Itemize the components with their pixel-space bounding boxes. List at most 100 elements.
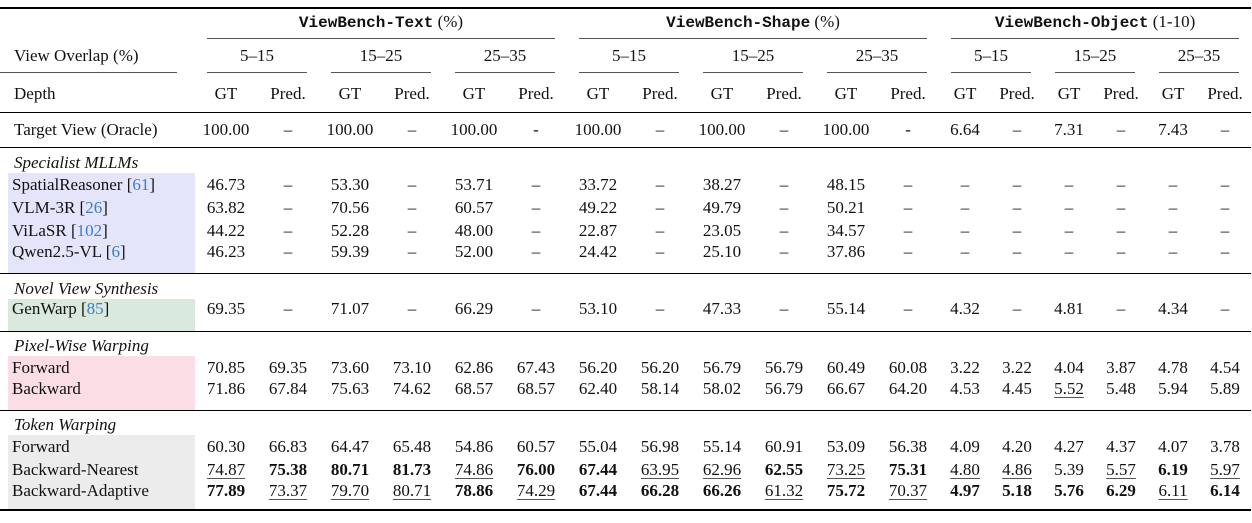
- overlap-range: 25–35: [443, 42, 567, 76]
- value-cell: 5.52: [1043, 379, 1095, 410]
- value: 66.67: [826, 379, 866, 398]
- value: 66.26: [702, 481, 742, 500]
- value: 53.71: [454, 174, 494, 194]
- group-header: ViewBench-Text (%): [195, 8, 567, 42]
- value: 23.05: [702, 220, 742, 240]
- value: 6.11: [1158, 481, 1188, 500]
- method-name: Forward: [12, 436, 70, 456]
- value-cell: –: [1199, 173, 1251, 196]
- value-cell: 4.97: [939, 481, 991, 510]
- value-cell: 75.38: [257, 458, 319, 481]
- value: –: [903, 242, 913, 261]
- value-cell: 80.71: [319, 458, 381, 481]
- value-cell: 4.81: [1043, 299, 1095, 331]
- value-cell: 4.37: [1095, 435, 1147, 458]
- overlap-range-label: 15–25: [331, 46, 431, 73]
- value-cell: –: [753, 219, 815, 242]
- value: 58.14: [640, 379, 680, 398]
- value: 34.57: [826, 220, 866, 240]
- value-cell: 67.43: [505, 356, 567, 379]
- value: 5.76: [1054, 481, 1084, 500]
- value: 4.37: [1106, 436, 1136, 456]
- section-title-row: Novel View Synthesis: [0, 273, 1252, 299]
- depth-type: Pred.: [394, 83, 430, 103]
- value: 60.91: [764, 436, 804, 456]
- benchmark-unit: (%): [437, 12, 464, 31]
- corner-cell: [0, 8, 195, 42]
- method-name: SpatialReasoner: [12, 174, 123, 194]
- value: 5.97: [1210, 459, 1240, 479]
- method-name: GenWarp: [12, 299, 77, 318]
- depth-type: Pred.: [999, 83, 1035, 103]
- value: 5.94: [1158, 379, 1188, 398]
- value: 75.72: [826, 481, 866, 500]
- value: 52.00: [454, 242, 494, 261]
- value: 52.28: [330, 220, 370, 240]
- value: –: [960, 174, 970, 194]
- value-cell: 100.00: [822, 119, 870, 139]
- value-cell: –: [257, 196, 319, 219]
- value-cell: 100.00: [326, 119, 374, 139]
- value: –: [903, 197, 913, 217]
- value-cell: –: [381, 299, 443, 331]
- value: 3.22: [1002, 357, 1032, 377]
- overlap-range: 15–25: [691, 42, 815, 76]
- value-cell: –: [1199, 299, 1251, 331]
- value-cell: –: [1147, 242, 1199, 273]
- value: 6.19: [1158, 459, 1188, 479]
- value: 66.29: [454, 299, 494, 318]
- value: 73.37: [268, 481, 308, 500]
- value-cell: 58.02: [691, 379, 753, 410]
- citation-link[interactable]: 6: [111, 242, 120, 261]
- value: 49.22: [578, 197, 618, 217]
- value-cell: –: [257, 299, 319, 331]
- value-cell: 5.48: [1095, 379, 1147, 410]
- value-cell: 4.27: [1043, 435, 1095, 458]
- table-row: VLM-3R [26] 63.82 – 70.56 – 60.57 – 49.22 – 49.79…: [0, 196, 1251, 219]
- value-cell: 73.10: [381, 356, 443, 379]
- value: 62.40: [578, 379, 618, 398]
- value: 68.57: [454, 379, 494, 398]
- value-cell: 4.54: [1199, 356, 1251, 379]
- value-cell: 81.73: [381, 458, 443, 481]
- overlap-range: 25–35: [1147, 42, 1251, 76]
- overlap-range: 5–15: [939, 42, 1043, 76]
- table-row: Backward-Adaptive 77.89 73.37 79.70 80.71 78.…: [0, 481, 1252, 510]
- value-cell: –: [407, 119, 417, 139]
- value: 80.71: [392, 481, 432, 500]
- value: 4.53: [950, 379, 980, 398]
- value: 79.70: [330, 481, 370, 500]
- value: 73.25: [826, 459, 866, 479]
- method-name: Backward-Adaptive: [12, 481, 149, 500]
- value-cell: 64.20: [877, 379, 939, 410]
- value: 77.89: [206, 481, 246, 500]
- value-cell: 61.32: [753, 481, 815, 510]
- citation-link[interactable]: 26: [85, 197, 103, 217]
- value-cell: 53.09: [815, 435, 877, 458]
- section-title: Token Warping: [14, 415, 117, 434]
- group-header: ViewBench-Shape (%): [567, 8, 939, 42]
- value-cell: –: [629, 196, 691, 219]
- value-cell: 67.44: [567, 481, 629, 510]
- citation-link[interactable]: 85: [86, 299, 104, 318]
- citation-link[interactable]: 102: [76, 220, 103, 240]
- value-cell: 100.00: [698, 119, 746, 139]
- value: –: [779, 197, 789, 217]
- value-cell: –: [1012, 119, 1022, 139]
- value-cell: –: [257, 242, 319, 273]
- value-cell: 56.98: [629, 435, 691, 458]
- value: –: [1064, 220, 1074, 240]
- value: –: [1116, 197, 1126, 217]
- value-cell: 62.96: [691, 458, 753, 481]
- overlap-range-label: 5–15: [207, 46, 307, 73]
- value: –: [283, 299, 293, 318]
- value-cell: 69.35: [195, 299, 257, 331]
- value: 62.96: [702, 459, 742, 479]
- section-title-row: Specialist MLLMs: [0, 147, 1252, 173]
- value-cell: 69.35: [257, 356, 319, 379]
- value-cell: –: [753, 242, 815, 273]
- value: 66.83: [268, 436, 308, 456]
- value: 56.98: [640, 436, 680, 456]
- value-cell: 67.44: [567, 458, 629, 481]
- citation-link[interactable]: 61: [132, 174, 150, 194]
